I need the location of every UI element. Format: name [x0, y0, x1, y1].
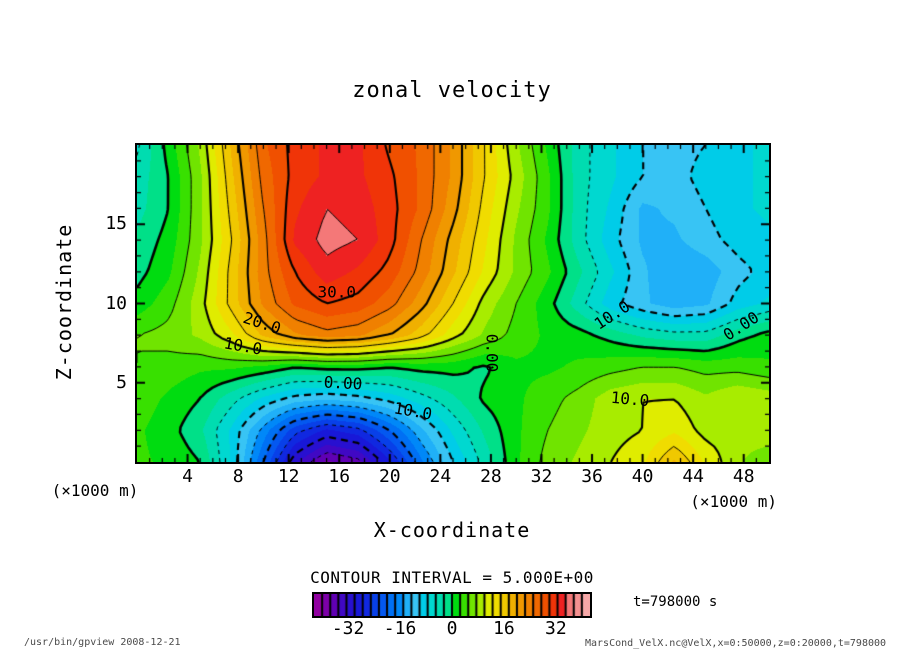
contour-interval-label: CONTOUR INTERVAL = 5.000E+00 [310, 568, 594, 587]
contour-line-label: 30.0 [317, 282, 356, 302]
colorbar-tick-label: -32 [331, 618, 365, 639]
contour-line-label: 0.00 [323, 372, 363, 394]
x-tick-label: 36 [581, 466, 603, 487]
y-tick-label: 10 [105, 292, 127, 314]
x-tick-label: 16 [328, 466, 351, 487]
x-tick-label: 8 [232, 466, 244, 487]
colorbar-canvas [314, 594, 590, 616]
x-axis-unit: (×1000 m) [690, 492, 777, 511]
plot-title: zonal velocity [352, 78, 552, 103]
time-label: t=798000 s [633, 594, 718, 610]
y-axis-unit: (×1000 m) [51, 481, 139, 500]
x-tick-label: 12 [277, 466, 300, 487]
x-axis-title: X-coordinate [373, 518, 531, 542]
footer-source-text: MarsCond_VelX.nc@VelX,x=0:50000,z=0:2000… [585, 638, 887, 649]
colorbar [312, 592, 592, 618]
contour-line-label: 10.0 [609, 387, 650, 410]
colorbar-tick-label: -16 [383, 618, 417, 639]
colorbar-tick-label: 16 [493, 618, 515, 639]
contour-plot-area: 30.0 20.0 10.0 0.00 10.0 10.0 0.00 0.00 10.0 [135, 143, 771, 464]
y-tick-label: 5 [116, 371, 127, 393]
x-tick-label: 24 [429, 466, 452, 487]
colorbar-tick-label: 32 [545, 618, 567, 639]
x-tick-label: 44 [682, 466, 704, 487]
x-tick-label: 40 [631, 466, 654, 487]
x-tick-label: 32 [530, 466, 553, 487]
colorbar-tick-label: 0 [446, 618, 458, 639]
contour-line-label: 0.00 [482, 333, 502, 372]
x-tick-label: 28 [480, 466, 502, 487]
y-axis-title: Z-coordinate [52, 223, 76, 381]
contour-plot-canvas [137, 145, 769, 462]
y-tick-label: 15 [105, 213, 127, 235]
x-tick-label: 48 [732, 466, 755, 487]
x-tick-label: 4 [182, 466, 193, 487]
x-tick-label: 20 [378, 466, 401, 487]
footer-command-text: /usr/bin/gpview 2008-12-21 [24, 637, 181, 648]
